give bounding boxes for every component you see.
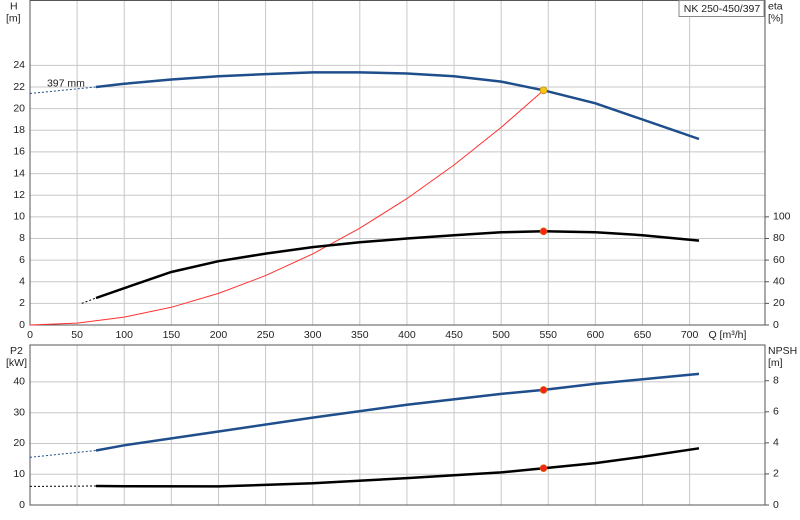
curve [95,230,700,300]
plot-frame [29,344,766,506]
title-box [678,0,765,17]
y-tick-label: 4 [19,276,25,288]
annotation: 397 mm [47,77,85,89]
curve [81,297,97,304]
x-axis-label: Q [m³/h] [708,329,746,341]
x-tick-label: 500 [492,329,510,341]
x-tick-label: 450 [445,329,463,341]
y2-tick-label: 20 [773,297,785,309]
y2-axis-label: eta [768,0,783,12]
y2-tick-label: 6 [773,406,779,418]
x-tick-label: 0 [27,329,33,341]
y2-tick-label: 4 [773,437,779,449]
y2-tick-label: 40 [773,276,785,288]
x-tick-label: 200 [210,329,228,341]
x-tick-label: 100 [115,329,133,341]
y2-axis-unit: [m] [768,357,783,369]
y-tick-label: 18 [13,124,25,136]
curve [29,450,97,458]
operating-point [539,386,548,394]
operating-point [539,227,548,236]
chart-title: NK 250-450/397 [684,3,761,15]
y-tick-label: 12 [13,189,25,201]
y-tick-label: 10 [13,468,25,480]
operating-point [539,86,548,95]
x-tick-label: 650 [634,329,652,341]
plot-frame [29,0,766,326]
x-tick-label: 150 [163,329,181,341]
x-tick-label: 250 [257,329,275,341]
y-tick-label: 16 [13,146,25,158]
curve [29,89,544,326]
y-tick-label: 22 [13,81,25,93]
y2-tick-label: 8 [773,375,779,387]
y-tick-label: 40 [13,376,25,388]
curve [95,372,700,452]
y-tick-label: 8 [19,232,25,244]
x-tick-label: 50 [71,329,83,341]
y-tick-label: 14 [13,167,25,179]
x-tick-label: 300 [304,329,322,341]
y2-axis-label: NPSH [768,345,797,357]
x-tick-label: 700 [681,329,699,341]
y-axis-unit: [kW] [6,357,27,369]
curve [29,86,97,94]
y-tick-label: 0 [19,319,25,331]
y2-axis-unit: [%] [768,12,783,24]
y-axis-label: H [10,0,18,12]
y2-tick-label: 60 [773,254,785,266]
x-tick-label: 550 [540,329,558,341]
y-tick-label: 20 [13,102,25,114]
y2-tick-label: 80 [773,232,785,244]
y-axis-unit: [m] [6,12,21,24]
y2-tick-label: 100 [773,211,791,223]
y-axis-label: P2 [10,345,23,357]
y-tick-label: 24 [13,59,25,71]
x-tick-label: 400 [398,329,416,341]
y-tick-label: 0 [19,499,25,511]
x-tick-label: 350 [351,329,369,341]
y-tick-label: 20 [13,437,25,449]
x-tick-label: 600 [587,329,605,341]
y2-tick-label: 2 [773,468,779,480]
y2-tick-label: 0 [773,319,779,331]
curve [95,71,700,141]
y2-tick-label: 0 [773,499,779,511]
y-tick-label: 10 [13,211,25,223]
y-tick-label: 2 [19,297,25,309]
curve [95,447,700,488]
y-tick-label: 6 [19,254,25,266]
operating-point [539,464,548,472]
y-tick-label: 30 [13,406,25,418]
